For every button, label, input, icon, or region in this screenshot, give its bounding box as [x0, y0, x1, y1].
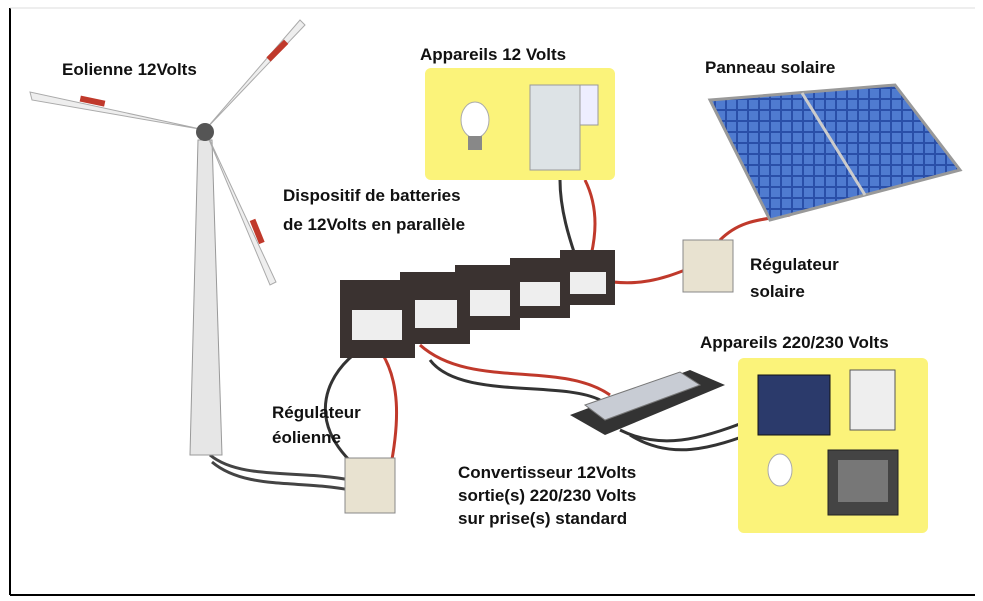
blade-mark: [79, 95, 106, 107]
turbine-tower: [189, 139, 223, 456]
label: Eolienne 12Volts: [62, 60, 197, 79]
batteries: [340, 250, 615, 358]
fridge-door: [579, 84, 599, 126]
converter: [583, 371, 702, 421]
bulb-base: [468, 136, 482, 150]
bulb: [460, 101, 490, 139]
label: Appareils 220/230 Volts: [700, 333, 889, 352]
label: sortie(s) 220/230 Volts: [458, 486, 636, 505]
blade-mark: [249, 218, 265, 245]
turbine-hub: [196, 123, 214, 141]
label: sur prise(s) standard: [458, 509, 627, 528]
label: solaire: [750, 282, 805, 301]
solar-panel: [707, 83, 963, 222]
solar-regulator: [682, 239, 734, 293]
turbine-blade: [204, 129, 277, 286]
label: Régulateur: [272, 403, 361, 422]
fridge: [529, 84, 581, 171]
label: Convertisseur 12Volts: [458, 463, 636, 482]
tv-screen: [838, 460, 888, 502]
label: Appareils 12 Volts: [420, 45, 566, 64]
turbine-blade: [204, 19, 306, 131]
wind-regulator: [344, 457, 396, 514]
coffee-machine: [849, 369, 896, 431]
bulb: [767, 453, 793, 487]
label: de 12Volts en parallèle: [283, 215, 465, 234]
label: Régulateur: [750, 255, 839, 274]
label: éolienne: [272, 428, 341, 447]
panel-divider: [800, 92, 867, 196]
turbine-blade: [29, 91, 206, 131]
label: Panneau solaire: [705, 58, 835, 77]
stereo: [757, 374, 831, 436]
label: Dispositif de batteries: [283, 186, 461, 205]
blade-mark: [266, 39, 289, 62]
